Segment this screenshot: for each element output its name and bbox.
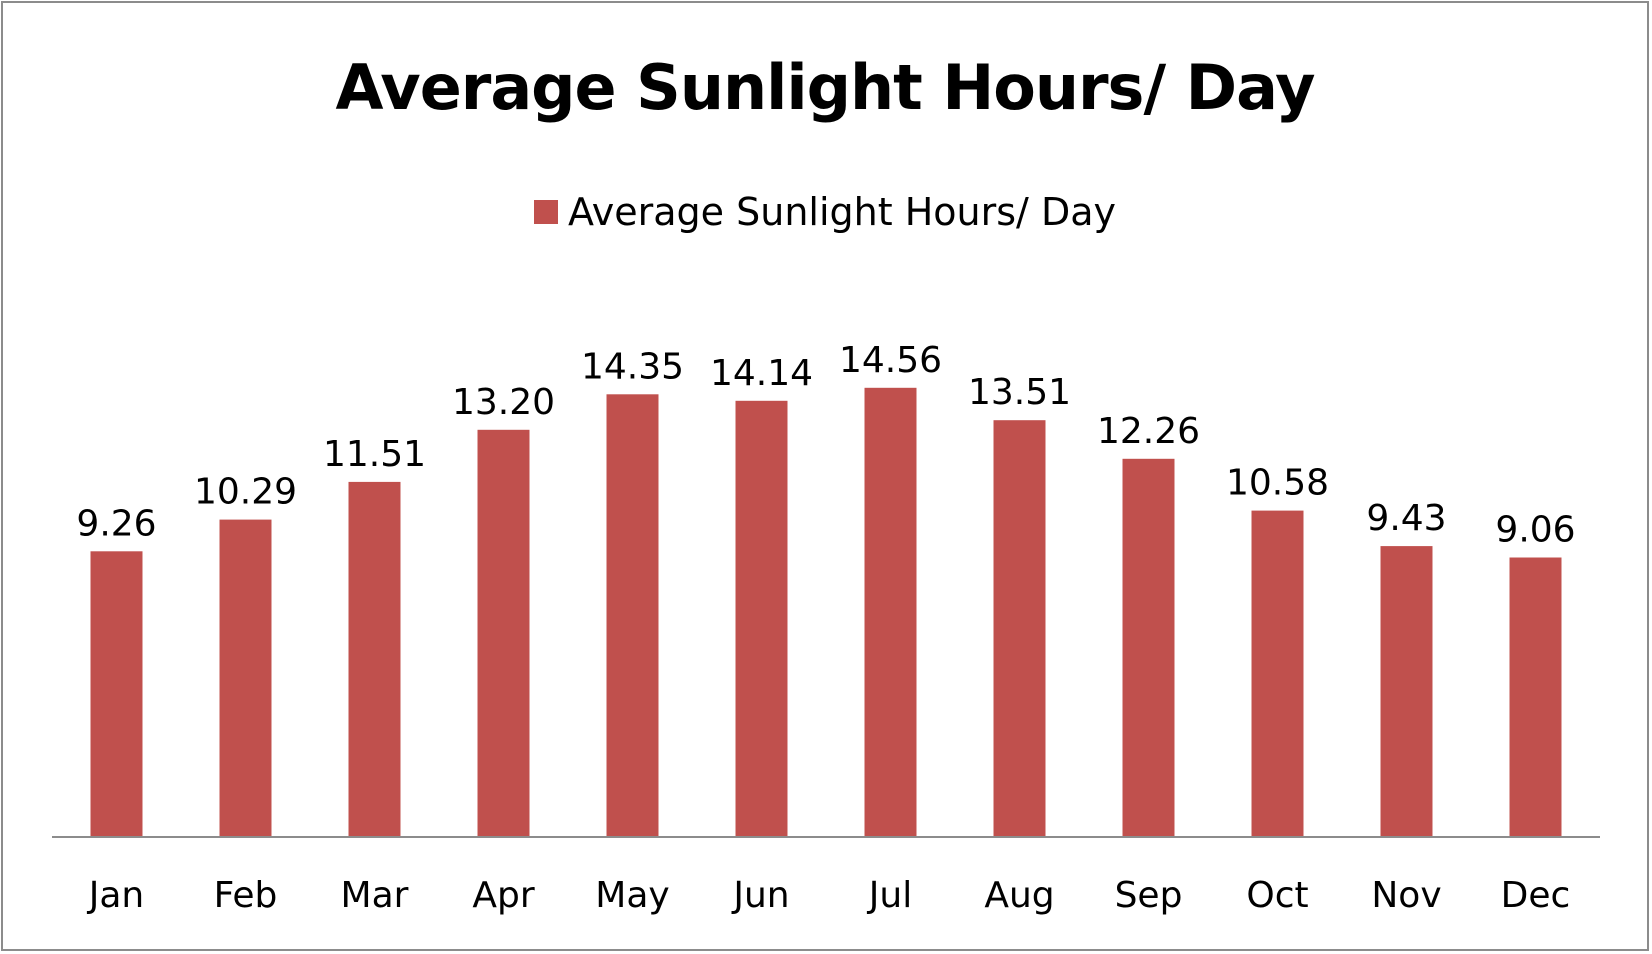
bar-jun — [735, 400, 788, 837]
bar-dec — [1509, 557, 1562, 837]
legend-swatch — [534, 200, 559, 224]
data-label-nov: 9.43 — [1366, 498, 1446, 539]
legend-label: Average Sunlight Hours/ Day — [568, 190, 1116, 234]
bar-oct — [1251, 510, 1304, 837]
x-tick-label-oct: Oct — [1246, 875, 1308, 916]
bars-group — [90, 387, 1562, 837]
data-label-may: 14.35 — [581, 346, 684, 387]
x-tick-label-aug: Aug — [984, 875, 1054, 916]
bar-may — [606, 394, 659, 837]
bar-feb — [219, 519, 272, 837]
data-label-sep: 12.26 — [1097, 411, 1200, 452]
x-tick-label-apr: Apr — [472, 875, 534, 916]
x-tick-label-jun: Jun — [731, 875, 789, 916]
x-tick-label-mar: Mar — [341, 875, 409, 916]
legend: Average Sunlight Hours/ Day — [3, 189, 1647, 234]
data-label-apr: 13.20 — [452, 382, 555, 423]
x-tick-labels-group: Jan Feb Mar Apr May Jun Jul Aug Sep Oct Nov Dec — [87, 875, 1571, 916]
x-tick-label-jan: Jan — [87, 875, 145, 916]
data-labels-group: 9.26 10.29 11.51 13.20 14.35 14.14 14.56 13.51 1… — [76, 340, 1575, 551]
data-label-dec: 9.06 — [1495, 510, 1575, 551]
x-tick-label-sep: Sep — [1115, 875, 1183, 916]
x-tick-label-nov: Nov — [1371, 875, 1441, 916]
bar-jul — [864, 387, 917, 837]
data-label-jul: 14.56 — [839, 340, 942, 381]
chart-title: Average Sunlight Hours/ Day — [335, 51, 1316, 124]
x-tick-label-dec: Dec — [1501, 875, 1571, 916]
bar-aug — [993, 420, 1046, 837]
x-tick-label-feb: Feb — [214, 875, 278, 916]
bar-mar — [348, 481, 401, 837]
bar-jan — [90, 551, 143, 837]
data-label-aug: 13.51 — [968, 372, 1071, 413]
bar-apr — [477, 429, 530, 837]
data-label-oct: 10.58 — [1226, 463, 1329, 504]
x-tick-label-may: May — [595, 875, 669, 916]
x-tick-label-jul: Jul — [867, 875, 912, 916]
data-label-feb: 10.29 — [194, 472, 297, 513]
legend-item: Average Sunlight Hours/ Day — [534, 190, 1116, 234]
data-label-mar: 11.51 — [323, 434, 426, 475]
data-label-jun: 14.14 — [710, 353, 813, 394]
data-label-jan: 9.26 — [76, 503, 156, 544]
bar-nov — [1380, 546, 1433, 837]
bar-sep — [1122, 458, 1175, 837]
